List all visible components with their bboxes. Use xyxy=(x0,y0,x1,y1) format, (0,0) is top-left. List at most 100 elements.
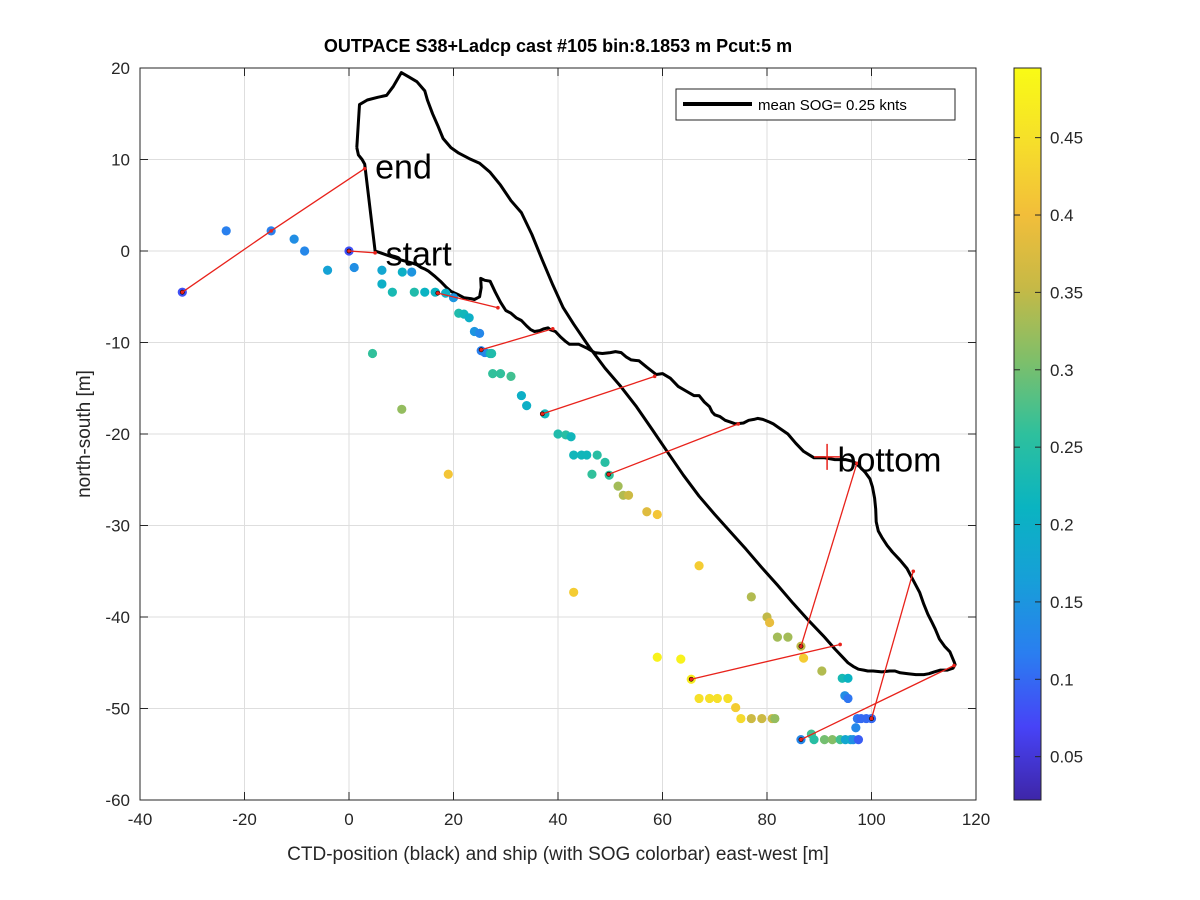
connector-line xyxy=(691,643,841,680)
colorbar-tick-label: 0.35 xyxy=(1050,283,1083,302)
ship-point xyxy=(798,653,809,663)
colorbar-tick-label: 0.2 xyxy=(1050,516,1074,535)
y-tick-label: 10 xyxy=(111,151,130,170)
ship-point xyxy=(475,328,485,338)
connector-line xyxy=(481,328,553,351)
connector-marker xyxy=(869,716,874,721)
connector-marker xyxy=(838,642,842,647)
ship-point xyxy=(694,693,704,704)
ship-point xyxy=(387,287,397,297)
connector-marker xyxy=(799,737,803,742)
connector-line xyxy=(800,664,955,741)
ship-point xyxy=(420,287,430,297)
y-tick-label: -20 xyxy=(105,425,130,444)
ship-point xyxy=(772,632,783,642)
ship-point xyxy=(569,587,579,597)
ship-point xyxy=(487,348,497,359)
ship-point xyxy=(522,401,532,411)
ship-point xyxy=(495,369,506,379)
colorbar-tick-label: 0.3 xyxy=(1050,361,1074,380)
ctd-track xyxy=(355,71,957,677)
ship-point xyxy=(397,267,407,277)
legend: mean SOG= 0.25 knts xyxy=(675,88,956,121)
annotation-start: start xyxy=(386,236,453,274)
y-tick-label: -30 xyxy=(105,517,130,536)
ship-point xyxy=(569,450,579,460)
ship-point xyxy=(506,371,516,381)
ship-point xyxy=(843,693,853,704)
ship-point xyxy=(746,592,756,602)
y-tick-label: -40 xyxy=(105,608,130,627)
ship-point xyxy=(652,652,662,662)
ship-point xyxy=(694,561,704,571)
ship-point xyxy=(783,632,793,642)
ship-point xyxy=(397,404,407,414)
annotation-end: end xyxy=(375,149,432,187)
connector-marker xyxy=(689,677,694,682)
ship-point xyxy=(409,287,419,297)
connector-marker xyxy=(606,472,611,477)
ship-point xyxy=(613,481,623,491)
connector-marker xyxy=(652,374,657,379)
connector-marker xyxy=(736,422,741,426)
ship-point xyxy=(712,693,722,704)
ship-point xyxy=(851,723,861,733)
colorbar xyxy=(1013,67,1042,801)
connector-marker xyxy=(540,412,545,416)
x-tick-label: -40 xyxy=(128,810,153,829)
connector-line xyxy=(437,292,499,309)
ctd-track-line xyxy=(355,71,957,677)
ship-point xyxy=(809,735,819,745)
legend-box xyxy=(675,88,956,121)
ship-point xyxy=(723,693,733,704)
y-axis-label: north-south [m] xyxy=(74,370,95,498)
ship-point xyxy=(827,735,837,745)
y-tick-label: 20 xyxy=(111,59,130,78)
connector-marker xyxy=(855,461,859,466)
x-tick-label: 20 xyxy=(444,810,463,829)
x-tick-label: 100 xyxy=(857,810,885,829)
ship-point xyxy=(731,702,741,713)
connector-marker xyxy=(496,305,500,310)
colorbar-tick-label: 0.1 xyxy=(1050,670,1074,689)
ship-point xyxy=(566,432,576,442)
ship-point xyxy=(377,279,387,289)
ship-point xyxy=(592,450,602,460)
ship-point xyxy=(642,507,652,517)
ship-point xyxy=(587,469,597,479)
ship-point xyxy=(582,450,592,460)
ship-sog-series xyxy=(177,226,877,745)
ship-point xyxy=(553,429,563,439)
connector-marker xyxy=(373,251,377,255)
x-tick-label: 120 xyxy=(962,810,990,829)
ship-point xyxy=(770,713,780,724)
ship-point xyxy=(853,735,864,745)
connector-marker xyxy=(362,166,367,171)
connector-marker xyxy=(269,229,273,233)
ship-point xyxy=(765,617,775,628)
x-tick-label: 40 xyxy=(549,810,568,829)
connector-line xyxy=(542,375,655,415)
ship-point xyxy=(600,457,610,467)
legend-label: mean SOG= 0.25 knts xyxy=(758,97,907,114)
x-axis-ticks: -40 -20 0 20 40 60 80 100 120 xyxy=(128,68,990,829)
colorbar-ticks: 0.05 0.1 0.15 0.2 0.25 0.3 0.35 0.4 0.45 xyxy=(1014,129,1083,767)
connector-marker xyxy=(550,326,555,331)
ship-point xyxy=(349,262,359,273)
ship-point xyxy=(488,369,498,379)
connector-line xyxy=(608,423,739,475)
connector-marker xyxy=(479,348,483,352)
ship-point xyxy=(516,390,527,401)
connector-marker xyxy=(799,644,803,649)
y-tick-label: -10 xyxy=(105,334,130,353)
connector-marker xyxy=(436,291,440,295)
y-tick-label: 0 xyxy=(121,242,130,261)
chart-title: OUTPACE S38+Ladcp cast #105 bin:8.1853 m… xyxy=(324,36,792,56)
x-tick-label: -20 xyxy=(232,810,257,829)
ship-point xyxy=(652,509,662,520)
x-axis-label: CTD-position (black) and ship (with SOG … xyxy=(287,844,829,865)
ship-point xyxy=(322,265,333,275)
ship-point xyxy=(377,265,387,275)
x-tick-label: 0 xyxy=(344,810,353,829)
